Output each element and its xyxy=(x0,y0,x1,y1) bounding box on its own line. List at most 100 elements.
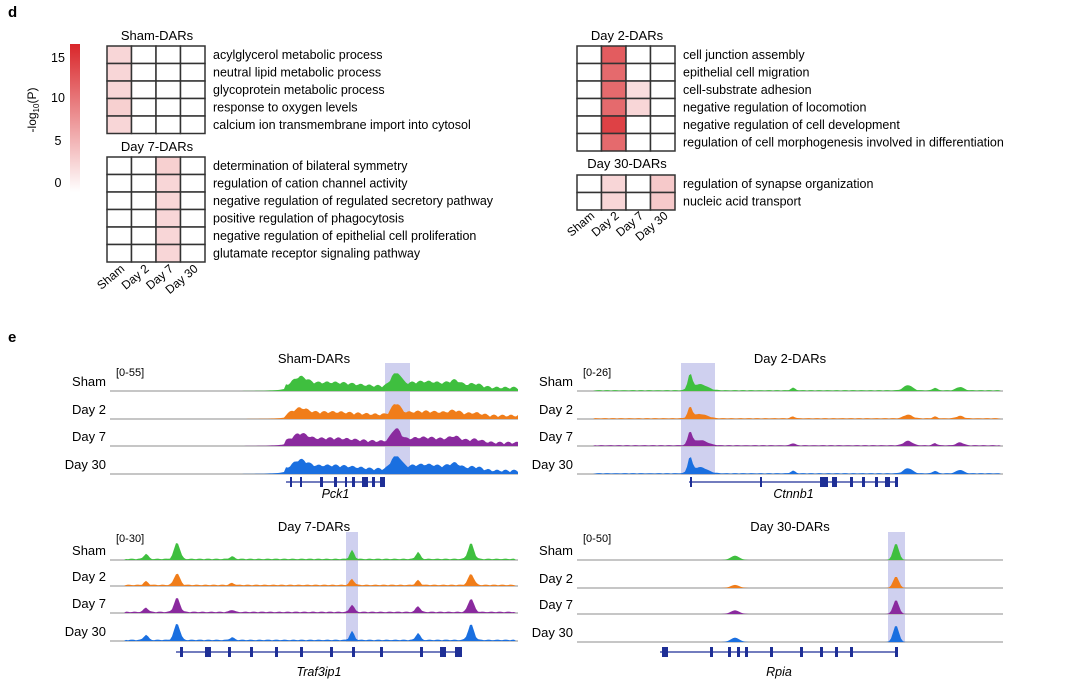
colorbar-tick-label: 15 xyxy=(51,51,65,65)
column-label: Day 2 xyxy=(119,261,152,292)
heatmap-cell xyxy=(625,80,652,100)
heatmap-cell xyxy=(649,80,676,100)
heatmap-cell xyxy=(576,115,603,135)
gene-exon xyxy=(352,647,355,657)
track-range-label: [0-30] xyxy=(116,533,144,545)
track-label: Day 2 xyxy=(539,571,573,586)
heatmap-cell xyxy=(130,173,157,193)
heatmap-cell xyxy=(155,226,182,246)
heatmap-cell xyxy=(179,243,206,263)
gene-exon xyxy=(300,477,302,487)
gene-exon xyxy=(440,647,446,657)
gene-exon xyxy=(345,477,347,487)
heatmap-cell xyxy=(130,191,157,211)
gene-exon xyxy=(737,647,740,657)
gene-exon xyxy=(850,477,853,487)
gene-exon xyxy=(352,477,355,487)
heatmap-cell xyxy=(649,62,676,82)
heatmap-cell xyxy=(130,208,157,228)
heatmap-cell xyxy=(130,97,157,117)
gene-exon xyxy=(820,647,823,657)
heatmap-cell xyxy=(625,45,652,65)
gene-exon xyxy=(895,647,898,657)
gene-exon xyxy=(380,477,385,487)
heatmap-block: Day 7-DARs determination of bilateral sym… xyxy=(106,139,494,263)
signal-track xyxy=(110,598,518,613)
gene-name: Pck1 xyxy=(322,487,350,501)
colorbar-tick-label: 10 xyxy=(51,91,65,105)
heatmap-cell xyxy=(106,243,133,263)
genome-locus: Day 2-DARs [0-26] Sham Day 2 Day 7 Day 30 Ctnn… xyxy=(532,351,1003,501)
heatmap-cell xyxy=(106,97,133,117)
gene-exon xyxy=(372,477,375,487)
colorbar-label: -log10(P) xyxy=(25,88,41,133)
go-term-label: neutral lipid metabolic process xyxy=(213,66,381,80)
go-term-label: nucleic acid transport xyxy=(683,195,802,209)
heatmap-title: Sham-DARs xyxy=(121,28,194,43)
heatmap-cell xyxy=(625,174,652,194)
track-label: Day 30 xyxy=(532,625,573,640)
gene-exon xyxy=(662,647,668,657)
heatmap-cell xyxy=(155,97,182,117)
go-term-label: calcium ion transmembrane import into cy… xyxy=(213,118,471,132)
heatmap-cell xyxy=(130,62,157,82)
heatmap-cell xyxy=(576,45,603,65)
colorbar-gradient xyxy=(70,44,80,192)
heatmap-cell xyxy=(155,173,182,193)
heatmap-cell xyxy=(179,156,206,176)
go-term-label: negative regulation of regulated secreto… xyxy=(213,194,494,208)
gene-exon xyxy=(862,477,865,487)
gene-exon xyxy=(820,477,828,487)
heatmap-block: Day 30-DARs regulation of synapse organiz… xyxy=(576,156,873,211)
heatmap-cell xyxy=(130,80,157,100)
heatmap-cell xyxy=(600,62,627,82)
heatmap-cell xyxy=(600,45,627,65)
heatmap-panel: Sham-DARs acylglycerol metabolic process n… xyxy=(94,28,1004,297)
signal-track xyxy=(577,600,1003,614)
heatmap-cell xyxy=(179,115,206,135)
genome-locus: Sham-DARs [0-55] Sham Day 2 Day 7 Day 30 Pck1 xyxy=(65,351,518,501)
colorbar: 15 10 5 0 -log10(P) xyxy=(25,44,80,192)
heatmap-title: Day 7-DARs xyxy=(121,139,194,154)
heatmap-cell xyxy=(106,191,133,211)
heatmap-cell xyxy=(130,243,157,263)
heatmap-cell xyxy=(576,174,603,194)
heatmap-cell xyxy=(155,115,182,135)
panel-d-letter: d xyxy=(8,4,17,21)
gene-exon xyxy=(875,477,878,487)
heatmap-cell xyxy=(106,208,133,228)
signal-track xyxy=(577,406,1003,419)
gene-exon xyxy=(885,477,890,487)
heatmap-cell xyxy=(130,156,157,176)
panel-e-letter: e xyxy=(8,329,16,346)
track-label: Day 2 xyxy=(539,402,573,417)
heatmap-cell xyxy=(649,97,676,117)
gene-exon xyxy=(690,477,692,487)
track-label: Sham xyxy=(539,543,573,558)
heatmap-cell xyxy=(179,45,206,65)
go-term-label: glutamate receptor signaling pathway xyxy=(213,247,421,261)
heatmap-cell xyxy=(106,62,133,82)
heatmap-cell xyxy=(576,80,603,100)
heatmap-cell xyxy=(155,156,182,176)
heatmap-cell xyxy=(106,156,133,176)
heatmap-cell xyxy=(130,226,157,246)
heatmap-cell xyxy=(155,80,182,100)
heatmap-cell xyxy=(179,173,206,193)
heatmap-cell xyxy=(600,115,627,135)
gene-name: Ctnnb1 xyxy=(773,487,813,501)
heatmap-cell xyxy=(600,132,627,152)
heatmap-block: Sham-DARs acylglycerol metabolic process n… xyxy=(106,28,471,135)
signal-track xyxy=(110,456,518,474)
heatmap-cell xyxy=(600,80,627,100)
gene-exon xyxy=(800,647,803,657)
track-range-label: [0-50] xyxy=(583,533,611,545)
signal-track xyxy=(110,404,518,419)
go-term-label: cell junction assembly xyxy=(683,48,805,62)
heatmap-cell xyxy=(625,62,652,82)
heatmap-cell xyxy=(600,191,627,211)
signal-track xyxy=(110,624,518,641)
track-range-label: [0-26] xyxy=(583,367,611,379)
signal-track xyxy=(577,431,1003,446)
